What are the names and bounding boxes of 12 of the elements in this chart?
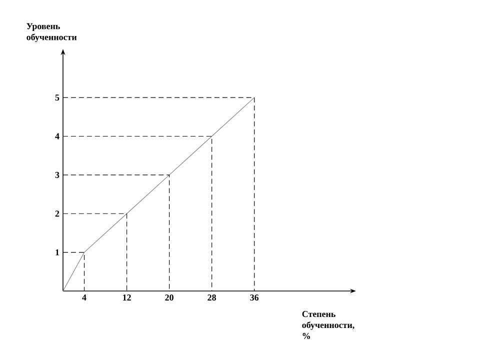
x-tick-label: 12 — [123, 294, 131, 300]
x-tick-label: 36 — [250, 294, 259, 301]
y-tick-label: 1 — [56, 249, 60, 256]
y-axis-title: Уровень обученности — [26, 23, 77, 42]
y-tick-label: 3 — [55, 172, 60, 178]
x-tick-label: 28 — [208, 294, 216, 301]
y-tick-label: 4 — [55, 133, 60, 140]
x-axis-title: Степень обученности, % — [302, 311, 354, 340]
x-tick-label: 4 — [82, 294, 86, 300]
y-tick-label: 5 — [55, 94, 60, 101]
y-tick-label: 2 — [55, 210, 60, 217]
x-tick-label: 20 — [165, 294, 174, 301]
